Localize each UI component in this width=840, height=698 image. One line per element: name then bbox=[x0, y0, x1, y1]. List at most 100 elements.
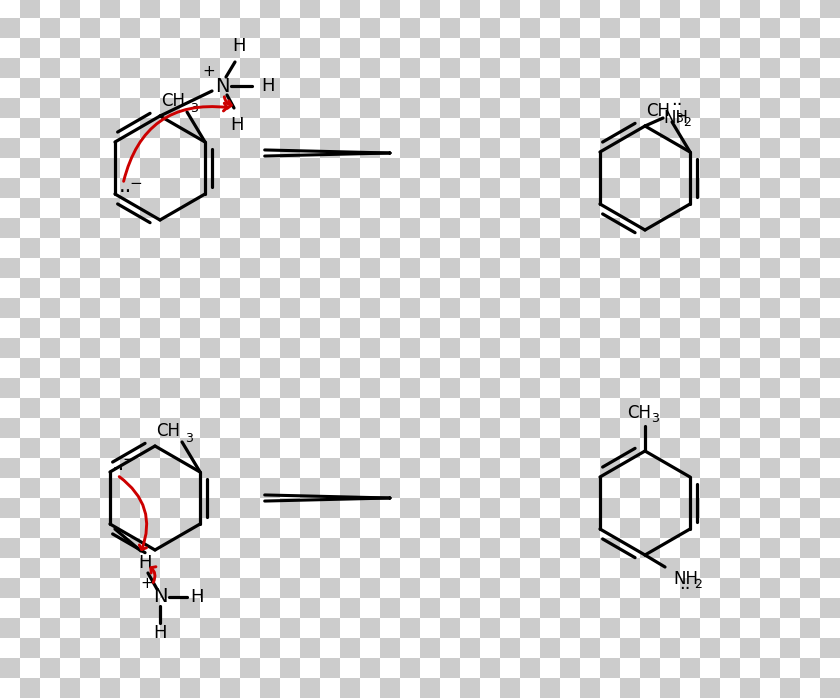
Bar bbox=[400, 178, 420, 198]
Bar bbox=[400, 218, 420, 238]
Text: ··: ·· bbox=[671, 96, 683, 114]
Bar bbox=[500, 338, 520, 358]
Bar bbox=[340, 18, 360, 38]
Bar bbox=[120, 578, 140, 598]
Bar bbox=[800, 278, 820, 298]
Bar bbox=[560, 298, 580, 318]
Bar bbox=[640, 38, 660, 58]
Bar bbox=[580, 178, 600, 198]
Bar bbox=[340, 278, 360, 298]
Bar bbox=[340, 98, 360, 118]
Bar bbox=[820, 478, 840, 498]
Bar bbox=[220, 638, 240, 658]
Bar bbox=[760, 478, 780, 498]
Bar bbox=[480, 518, 500, 538]
Bar bbox=[520, 78, 540, 98]
Bar bbox=[240, 178, 260, 198]
Bar bbox=[820, 538, 840, 558]
Bar bbox=[300, 0, 320, 18]
Bar bbox=[800, 178, 820, 198]
Bar bbox=[300, 298, 320, 318]
Bar bbox=[460, 338, 480, 358]
Bar bbox=[700, 438, 720, 458]
Bar bbox=[0, 18, 20, 38]
Bar bbox=[620, 518, 640, 538]
Bar bbox=[760, 578, 780, 598]
Bar bbox=[820, 418, 840, 438]
Bar bbox=[520, 478, 540, 498]
Bar bbox=[820, 278, 840, 298]
Bar bbox=[20, 498, 40, 518]
Bar bbox=[160, 458, 180, 478]
Bar bbox=[160, 498, 180, 518]
Bar bbox=[800, 138, 820, 158]
Bar bbox=[300, 58, 320, 78]
Bar bbox=[280, 378, 300, 398]
Bar bbox=[140, 278, 160, 298]
Bar bbox=[600, 618, 620, 638]
Bar bbox=[340, 578, 360, 598]
Bar bbox=[300, 438, 320, 458]
Bar bbox=[80, 498, 100, 518]
Bar bbox=[220, 198, 240, 218]
Bar bbox=[220, 318, 240, 338]
Bar bbox=[160, 298, 180, 318]
Bar bbox=[560, 358, 580, 378]
Bar bbox=[180, 198, 200, 218]
Bar bbox=[620, 138, 640, 158]
Bar bbox=[460, 238, 480, 258]
Bar bbox=[200, 78, 220, 98]
Bar bbox=[340, 498, 360, 518]
Bar bbox=[140, 18, 160, 38]
Bar bbox=[720, 98, 740, 118]
Bar bbox=[780, 258, 800, 278]
Bar bbox=[640, 618, 660, 638]
Bar bbox=[560, 218, 580, 238]
Bar bbox=[340, 58, 360, 78]
Bar bbox=[140, 178, 160, 198]
Bar bbox=[400, 78, 420, 98]
Bar bbox=[100, 658, 120, 678]
Bar bbox=[280, 138, 300, 158]
Bar bbox=[260, 478, 280, 498]
Bar bbox=[400, 0, 420, 18]
Bar bbox=[620, 118, 640, 138]
Bar bbox=[820, 498, 840, 518]
Bar bbox=[340, 38, 360, 58]
Bar bbox=[480, 458, 500, 478]
Bar bbox=[0, 118, 20, 138]
Bar bbox=[340, 478, 360, 498]
Bar bbox=[480, 18, 500, 38]
Bar bbox=[120, 338, 140, 358]
Bar bbox=[80, 518, 100, 538]
Bar bbox=[60, 338, 80, 358]
Bar bbox=[320, 638, 340, 658]
Bar bbox=[620, 78, 640, 98]
Bar bbox=[260, 498, 280, 518]
Bar bbox=[220, 478, 240, 498]
Bar bbox=[100, 318, 120, 338]
Bar bbox=[480, 218, 500, 238]
Bar bbox=[660, 198, 680, 218]
Bar bbox=[500, 638, 520, 658]
Bar bbox=[620, 638, 640, 658]
Bar bbox=[0, 598, 20, 618]
Bar bbox=[120, 678, 140, 698]
Bar bbox=[260, 658, 280, 678]
Bar bbox=[580, 198, 600, 218]
Bar bbox=[180, 378, 200, 398]
Bar bbox=[0, 638, 20, 658]
Bar bbox=[760, 418, 780, 438]
Bar bbox=[180, 678, 200, 698]
Bar bbox=[480, 238, 500, 258]
Bar bbox=[520, 598, 540, 618]
Bar bbox=[280, 218, 300, 238]
Bar bbox=[780, 118, 800, 138]
Bar bbox=[820, 398, 840, 418]
Bar bbox=[80, 38, 100, 58]
Bar bbox=[580, 418, 600, 438]
Bar bbox=[420, 418, 440, 438]
Bar bbox=[60, 318, 80, 338]
Bar bbox=[320, 538, 340, 558]
Bar bbox=[780, 18, 800, 38]
